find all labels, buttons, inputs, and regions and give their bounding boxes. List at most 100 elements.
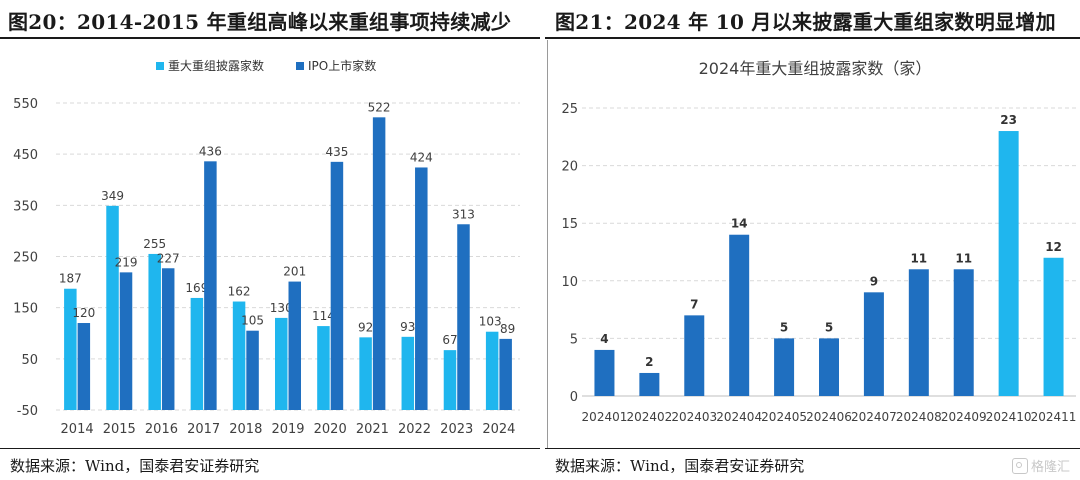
x-tick-label: 202411 (1031, 410, 1077, 424)
bar (485, 331, 499, 410)
data-label: 89 (500, 322, 515, 336)
data-label: 5 (780, 320, 788, 334)
data-label: 120 (72, 306, 95, 320)
data-label: 11 (910, 251, 927, 265)
x-tick-label: 202401 (582, 410, 628, 424)
data-label: 105 (241, 314, 264, 328)
data-label: 255 (143, 237, 166, 251)
left-bottom-rule (0, 448, 540, 449)
bar (77, 323, 91, 410)
x-tick-label: 2023 (440, 422, 473, 437)
bar (246, 330, 259, 410)
data-label: 9 (870, 274, 878, 288)
bar (190, 297, 204, 410)
bar (639, 372, 660, 396)
bar (953, 269, 974, 396)
x-tick-label: 202409 (941, 410, 987, 424)
data-label: 313 (452, 207, 475, 221)
bar (908, 269, 929, 396)
x-tick-label: 202408 (896, 410, 942, 424)
left-source-note: 数据来源：Wind，国泰君安证券研究 (10, 457, 260, 475)
x-tick-label: 202403 (671, 410, 717, 424)
right-chart: 2024年重大重组披露家数（家） 0 5 10 15 20 25 4 202401 2 202402… (561, 59, 1077, 424)
bar (457, 224, 470, 410)
y-tick-label: 0 (570, 390, 578, 405)
data-label: 114 (312, 309, 335, 323)
right-chart-frame: 2024年重大重组披露家数（家） 0 5 10 15 20 25 4 202401 2 202402… (547, 40, 1080, 448)
bar (317, 326, 330, 410)
x-tick-label: 2017 (187, 422, 220, 437)
x-tick-label: 202405 (761, 410, 807, 424)
y-tick-label: -50 (17, 404, 38, 419)
y-tick-label: 15 (561, 217, 578, 232)
x-tick-label: 2024 (482, 422, 515, 437)
legend-swatch (296, 62, 304, 70)
right-figure-panel: 图21：2024 年 10 月以来披露重大重组家数明显增加 2024年重大重组披… (545, 0, 1080, 480)
y-tick-label: 5 (570, 332, 578, 347)
x-tick-label: 2015 (103, 422, 136, 437)
gelonghui-logo-icon (1011, 458, 1028, 474)
data-label: 2 (645, 355, 653, 369)
bar (372, 117, 386, 411)
x-tick-label: 2018 (229, 422, 262, 437)
data-label: 7 (690, 297, 698, 311)
bar (148, 253, 161, 410)
data-label: 23 (1000, 113, 1017, 127)
data-label: 92 (358, 320, 373, 334)
data-label: 187 (59, 272, 82, 286)
right-source-note: 数据来源：Wind，国泰君安证券研究 (555, 457, 805, 475)
bar (275, 317, 288, 410)
bar (594, 349, 615, 396)
y-tick-label: 250 (13, 251, 38, 266)
bar (119, 272, 133, 410)
y-tick-label: 20 (561, 160, 578, 175)
bar (1043, 257, 1064, 396)
bar (359, 337, 372, 410)
right-title-rule (545, 37, 1080, 39)
bar (819, 338, 839, 396)
data-label: 424 (410, 150, 433, 164)
left-chart: 重大重组披露家数 IPO上市家数 -50 50 150 250 350 450 550 2014 1… (13, 58, 520, 437)
x-tick-label: 202402 (626, 410, 672, 424)
left-title-rule (0, 37, 540, 39)
data-label: 5 (825, 320, 833, 334)
x-tick-label: 202410 (986, 410, 1032, 424)
x-tick-label: 202404 (716, 410, 762, 424)
left-figure-title: 图20：2014-2015 年重组高峰以来重组事项持续减少 (8, 10, 512, 34)
data-label: 12 (1045, 240, 1062, 254)
data-label: 103 (479, 315, 502, 329)
bar (499, 338, 512, 410)
x-tick-label: 2019 (271, 422, 304, 437)
data-label: 169 (185, 281, 208, 295)
y-tick-label: 350 (13, 199, 38, 214)
x-tick-label: 202406 (806, 410, 852, 424)
x-tick-label: 2016 (145, 422, 178, 437)
x-tick-label: 202407 (851, 410, 897, 424)
data-label: 4 (600, 332, 608, 346)
bar (415, 167, 428, 410)
watermark: 格隆汇 (1011, 456, 1070, 475)
y-tick-label: 25 (561, 102, 578, 117)
bar (998, 131, 1019, 396)
legend-label: IPO上市家数 (308, 58, 376, 73)
data-label: 162 (228, 285, 251, 299)
y-tick-label: 150 (13, 302, 38, 317)
left-chart-frame: 重大重组披露家数 IPO上市家数 -50 50 150 250 350 450 550 2014 1… (4, 40, 540, 448)
x-tick-label: 2020 (314, 422, 347, 437)
left-figure-panel: 图20：2014-2015 年重组高峰以来重组事项持续减少 重大重组披露家数 IP… (0, 10, 540, 475)
y-tick-label: 50 (21, 353, 38, 368)
x-tick-label: 2022 (398, 422, 431, 437)
right-figure-title: 图21：2024 年 10 月以来披露重大重组家数明显增加 (555, 10, 1056, 34)
legend-swatch (156, 62, 164, 70)
y-tick-label: 10 (561, 275, 578, 290)
bar (204, 161, 217, 410)
data-label: 67 (442, 333, 457, 347)
bar (774, 338, 795, 396)
data-label: 522 (368, 100, 391, 114)
bar (106, 205, 119, 410)
legend-label: 重大重组披露家数 (168, 58, 264, 73)
data-label: 219 (115, 255, 138, 269)
chart-title: 2024年重大重组披露家数（家） (699, 59, 932, 78)
data-label: 201 (283, 265, 306, 279)
data-label: 93 (400, 320, 415, 334)
